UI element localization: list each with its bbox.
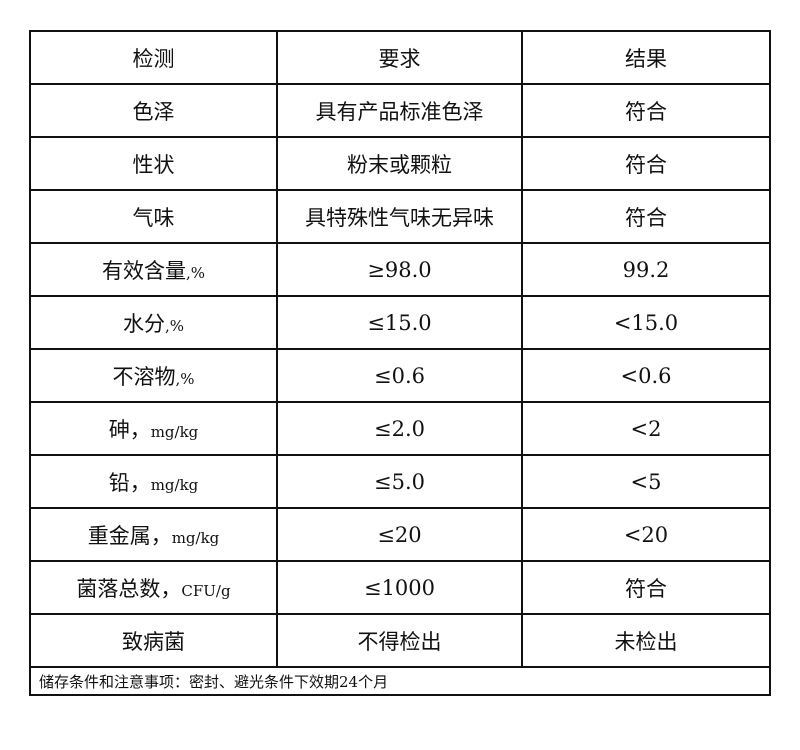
item-name: 气味 (132, 205, 175, 230)
result-cell: <15.0 (521, 295, 771, 350)
table-row: 铅，mg/kg ≤5.0 <5 (29, 454, 771, 509)
item-cell: 不溶物,% (29, 348, 278, 403)
result-cell: 符合 (521, 560, 771, 615)
table-row: 砷，mg/kg ≤2.0 <2 (29, 401, 771, 456)
item-unit: mg/kg (150, 422, 199, 441)
table-row: 有效含量,% ≥98.0 99.2 (29, 242, 771, 297)
item-unit: ,% (185, 263, 206, 282)
item-cell: 性状 (29, 136, 278, 191)
result-cell: 99.2 (521, 242, 771, 297)
item-cell: 色泽 (29, 83, 278, 138)
requirement-cell: ≤15.0 (276, 295, 523, 350)
item-cell: 致病菌 (29, 613, 278, 668)
item-unit: ,% (164, 316, 185, 335)
item-cell: 砷，mg/kg (29, 401, 278, 456)
requirement-cell: ≥98.0 (276, 242, 523, 297)
item-name: 水分 (122, 311, 165, 336)
spec-table: 检测 要求 结果 色泽 具有产品标准色泽 符合 性状 粉末或颗粒 符合 气味 具特殊… (29, 30, 771, 696)
header-cell: 检测 (29, 30, 278, 85)
result-cell: 符合 (521, 83, 771, 138)
table-row: 致病菌 不得检出 未检出 (29, 613, 771, 668)
result-cell: <5 (521, 454, 771, 509)
item-cell: 菌落总数，CFU/g (29, 560, 278, 615)
item-unit: mg/kg (150, 475, 199, 494)
item-unit: mg/kg (171, 528, 220, 547)
result-cell: 符合 (521, 189, 771, 244)
table-row: 气味 具特殊性气味无异味 符合 (29, 189, 771, 244)
item-name: 重金属， (87, 523, 172, 548)
item-name: 砷， (108, 417, 151, 442)
table-row: 重金属，mg/kg ≤20 <20 (29, 507, 771, 562)
item-cell: 有效含量,% (29, 242, 278, 297)
header-cell: 要求 (276, 30, 523, 85)
result-cell: <20 (521, 507, 771, 562)
requirement-cell: 具特殊性气味无异味 (276, 189, 523, 244)
item-name: 致病菌 (122, 629, 185, 654)
item-name: 菌落总数， (76, 576, 182, 601)
requirement-cell: 粉末或颗粒 (276, 136, 523, 191)
item-cell: 气味 (29, 189, 278, 244)
requirement-cell: 具有产品标准色泽 (276, 83, 523, 138)
storage-note: 储存条件和注意事项：密封、避光条件下效期24个月 (29, 666, 771, 696)
item-name: 性状 (132, 152, 175, 177)
item-unit: CFU/g (181, 581, 231, 600)
item-cell: 重金属，mg/kg (29, 507, 278, 562)
result-cell: 符合 (521, 136, 771, 191)
table-row: 性状 粉末或颗粒 符合 (29, 136, 771, 191)
table-header-row: 检测 要求 结果 (29, 30, 771, 85)
item-name: 有效含量 (101, 258, 186, 283)
requirement-cell: ≤5.0 (276, 454, 523, 509)
table-row: 水分,% ≤15.0 <15.0 (29, 295, 771, 350)
footer-row: 储存条件和注意事项：密封、避光条件下效期24个月 (29, 666, 771, 696)
requirement-cell: ≤1000 (276, 560, 523, 615)
item-name: 铅， (108, 470, 151, 495)
table-row: 不溶物,% ≤0.6 <0.6 (29, 348, 771, 403)
result-cell: <0.6 (521, 348, 771, 403)
requirement-cell: 不得检出 (276, 613, 523, 668)
item-cell: 水分,% (29, 295, 278, 350)
result-cell: <2 (521, 401, 771, 456)
requirement-cell: ≤0.6 (276, 348, 523, 403)
item-unit: ,% (175, 369, 195, 388)
table-row: 菌落总数，CFU/g ≤1000 符合 (29, 560, 771, 615)
result-cell: 未检出 (521, 613, 771, 668)
requirement-cell: ≤20 (276, 507, 523, 562)
requirement-cell: ≤2.0 (276, 401, 523, 456)
header-cell: 结果 (521, 30, 771, 85)
item-cell: 铅，mg/kg (29, 454, 278, 509)
table-row: 色泽 具有产品标准色泽 符合 (29, 83, 771, 138)
item-name: 色泽 (132, 99, 175, 124)
item-name: 不溶物 (112, 364, 176, 389)
